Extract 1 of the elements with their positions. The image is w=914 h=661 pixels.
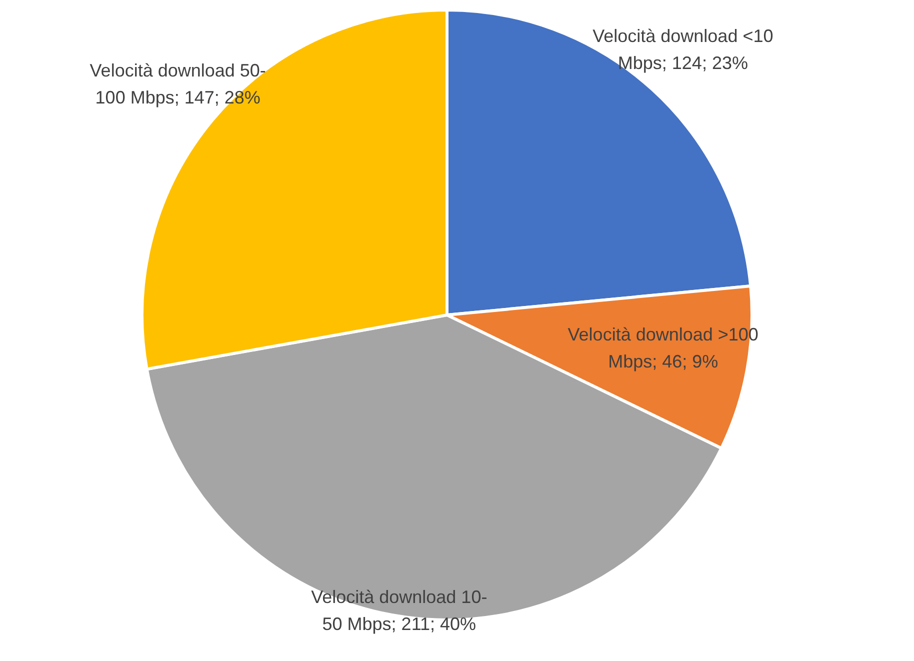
slice-label: Velocità download <10 Mbps; 124; 23% bbox=[592, 26, 774, 73]
